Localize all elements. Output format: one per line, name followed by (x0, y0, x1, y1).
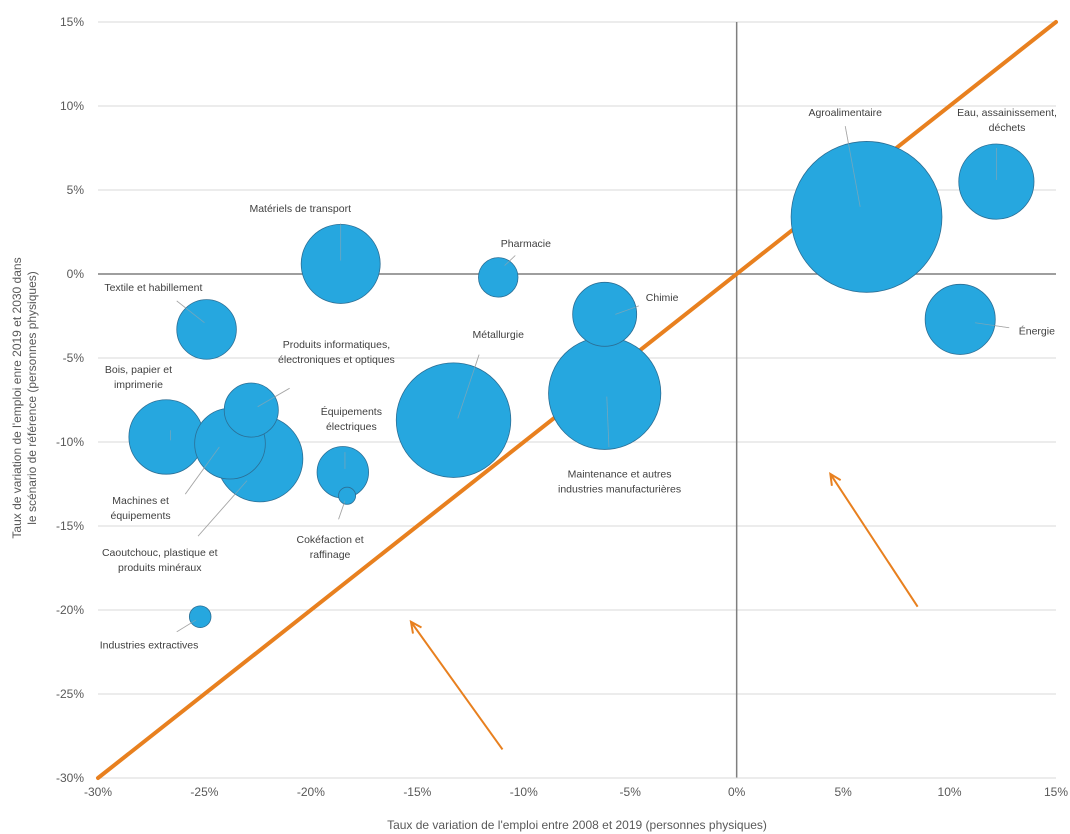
bubble-label: Pharmacie (501, 238, 551, 250)
bubble-label: Machines et équipements (111, 495, 171, 522)
bubble-label-line: équipements (111, 510, 171, 522)
bubble-label: Chimie (646, 292, 679, 304)
y-tick-label: -5% (63, 351, 85, 365)
bubble (548, 336, 662, 450)
bubble (128, 399, 204, 475)
leader-line (176, 619, 197, 633)
bubble-label-line: déchets (989, 122, 1026, 134)
bubble-label-line: Équipements (321, 405, 382, 418)
y-tick-label: -30% (56, 771, 84, 785)
leader-line (457, 354, 480, 419)
bubble-label-line: électroniques et optiques (278, 354, 395, 366)
bubbles (128, 126, 1035, 633)
leader-line (504, 255, 516, 266)
bubble (338, 486, 357, 505)
y-axis-title: Taux de variation de l'emploi enre 2019 … (10, 257, 39, 538)
bubble-label: Textile et habillement (104, 282, 202, 294)
bubble-label-line: Bois, papier et (105, 364, 172, 376)
bubble (188, 605, 212, 628)
bubble-labels: Agroalimentaire Eau, assainissement, déche… (100, 107, 1057, 652)
bubble (478, 257, 519, 298)
leader-line (257, 387, 290, 408)
bubble-label-line: industries manufacturières (558, 483, 681, 495)
arrows (409, 471, 919, 751)
leader-line (338, 500, 346, 520)
bubble-label: Matériels de transport (249, 203, 351, 215)
y-tick-label: -25% (56, 687, 84, 701)
bubble (395, 362, 512, 478)
bubble-label-line: Industries extractives (100, 640, 199, 652)
bubble-label-line: Matériels de transport (249, 203, 351, 215)
x-tick-label: 10% (938, 785, 962, 799)
bubble (572, 281, 638, 347)
x-tick-label: -20% (297, 785, 325, 799)
leader-line (176, 300, 205, 324)
leader-line (844, 126, 861, 207)
bubble-label: Industries extractives (100, 640, 199, 652)
arrow-shaft (829, 473, 919, 608)
arrow-head (409, 619, 422, 634)
x-tick-label: -15% (403, 785, 431, 799)
bubble-label: Agroalimentaire (808, 107, 882, 119)
y-axis-title-line: le scénario de référence (personnes phys… (25, 271, 39, 524)
bubble-label-line: Métallurgie (473, 329, 525, 341)
x-tick-label: -25% (190, 785, 218, 799)
bubble-label-line: Agroalimentaire (808, 107, 882, 119)
bubble (958, 143, 1035, 220)
bubble-label-line: Textile et habillement (104, 282, 202, 294)
bubble-label: Énergie (1019, 324, 1055, 337)
arrow-shaft (410, 621, 504, 751)
x-tick-label: 0% (728, 785, 746, 799)
bubble-label: Équipements électriques (321, 405, 382, 433)
y-tick-label: 15% (60, 15, 84, 29)
bubble-label-line: Caoutchouc, plastique et (102, 547, 218, 559)
leader-line (197, 480, 248, 537)
y-tick-label: -15% (56, 519, 84, 533)
x-tick-label: -10% (510, 785, 538, 799)
bubble-label-line: Maintenance et autres (568, 468, 672, 480)
leader-line (975, 322, 1010, 329)
bubble-label-line: Pharmacie (501, 238, 551, 250)
arrow-head (829, 471, 842, 486)
y-tick-label: 0% (67, 267, 85, 281)
bubble-label: Produits informatiques, électroniques et … (278, 339, 395, 366)
bubble-label-line: Produits informatiques, (283, 339, 390, 351)
tick-labels: -30% -25% -20% -15% -10% -5% 0% 5% 10% 15% -30% -25… (56, 15, 1068, 799)
bubble-label-line: électriques (326, 421, 377, 433)
bubble-label-line: Cokéfaction et (296, 534, 363, 546)
x-tick-label: -5% (620, 785, 642, 799)
y-tick-label: 10% (60, 99, 84, 113)
leader-line (606, 396, 610, 448)
bubble-label-line: Machines et (112, 495, 169, 507)
x-axis-title: Taux de variation de l'emploi entre 2008… (387, 818, 767, 832)
bubble-label: Cokéfaction et raffinage (296, 534, 363, 561)
y-tick-label: -20% (56, 603, 84, 617)
bubble-label-line: Eau, assainissement, (957, 107, 1057, 119)
bubble-label-line: Chimie (646, 292, 679, 304)
bubble-label: Caoutchouc, plastique et produits minérau… (102, 547, 218, 574)
bubble (176, 299, 237, 360)
bubble-label: Métallurgie (473, 329, 525, 341)
y-tick-label: -10% (56, 435, 84, 449)
bubble-label-line: Énergie (1019, 324, 1055, 337)
bubble-label-line: imprimerie (114, 379, 163, 391)
bubble-label-line: produits minéraux (118, 562, 202, 574)
x-tick-label: 15% (1044, 785, 1068, 799)
leader-line (615, 305, 639, 315)
y-tick-label: 5% (67, 183, 85, 197)
y-axis-title-line: Taux de variation de l'emploi enre 2019 … (10, 257, 24, 538)
x-tick-label: -30% (84, 785, 112, 799)
bubble-label-line: raffinage (310, 549, 351, 561)
bubble (924, 283, 996, 355)
bubble-label: Bois, papier et imprimerie (105, 364, 172, 391)
leader-line (184, 446, 220, 495)
bubble (223, 382, 279, 438)
x-tick-label: 5% (834, 785, 852, 799)
bubble-label: Eau, assainissement, déchets (957, 107, 1057, 134)
bubble (790, 141, 943, 293)
bubble-label: Maintenance et autres industries manufact… (558, 468, 681, 495)
